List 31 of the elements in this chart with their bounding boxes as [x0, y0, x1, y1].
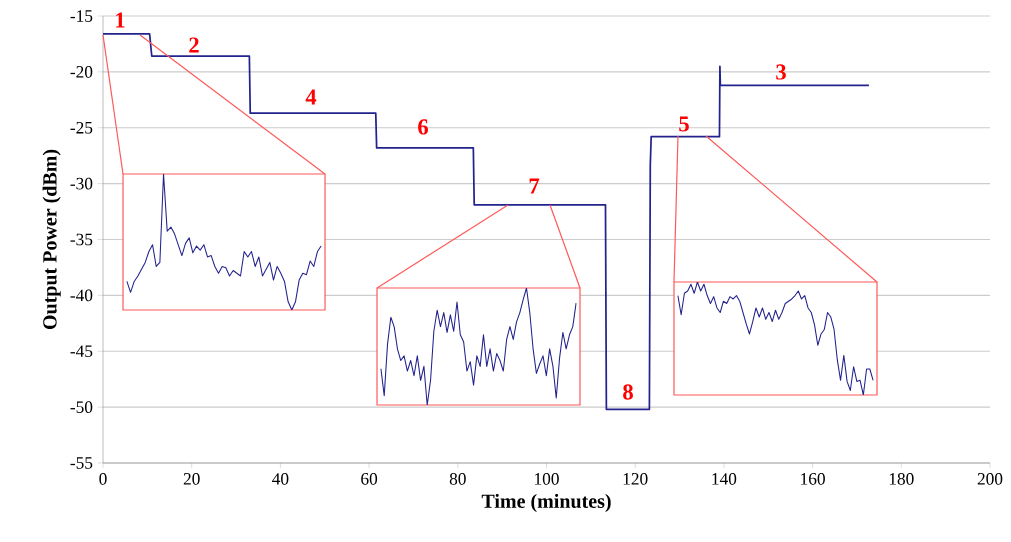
y-axis-title: Output Power (dBm) — [42, 149, 61, 330]
x-tick-label: 40 — [272, 473, 289, 485]
annotation: 6 — [418, 119, 428, 135]
annotation: 4 — [305, 89, 317, 105]
x-tick-label: 0 — [99, 473, 107, 485]
y-tick-label: -15 — [70, 10, 93, 22]
annotation: 2 — [189, 37, 199, 53]
x-tick-label: 60 — [361, 473, 378, 485]
annotation: 1 — [116, 12, 125, 28]
x-axis-title: Time (minutes) — [481, 493, 611, 513]
y-tick-label: -55 — [70, 457, 93, 469]
y-tick-label: -25 — [70, 121, 93, 134]
x-tick-label: 120 — [623, 473, 648, 485]
annotation: 7 — [529, 178, 540, 194]
annotation: 5 — [679, 116, 689, 132]
x-tick-label: 100 — [535, 473, 559, 485]
x-tick-label: 200 — [977, 473, 1003, 485]
line-series — [102, 33, 870, 411]
x-tick-label: 140 — [712, 473, 737, 485]
y-tick-label: -20 — [70, 66, 93, 78]
annotation: 8 — [623, 384, 633, 400]
y-tick-label: -40 — [70, 289, 93, 302]
x-tick-label: 80 — [449, 473, 466, 485]
annotation: 3 — [776, 64, 786, 80]
x-tick-label: 180 — [889, 473, 914, 485]
x-tick-label: 20 — [183, 473, 200, 485]
y-tick-label: -35 — [70, 233, 93, 246]
y-tick-label: -30 — [70, 177, 93, 190]
x-tick-label: 160 — [801, 473, 825, 485]
y-tick-label: -50 — [70, 401, 93, 413]
y-tick-label: -45 — [70, 345, 93, 358]
